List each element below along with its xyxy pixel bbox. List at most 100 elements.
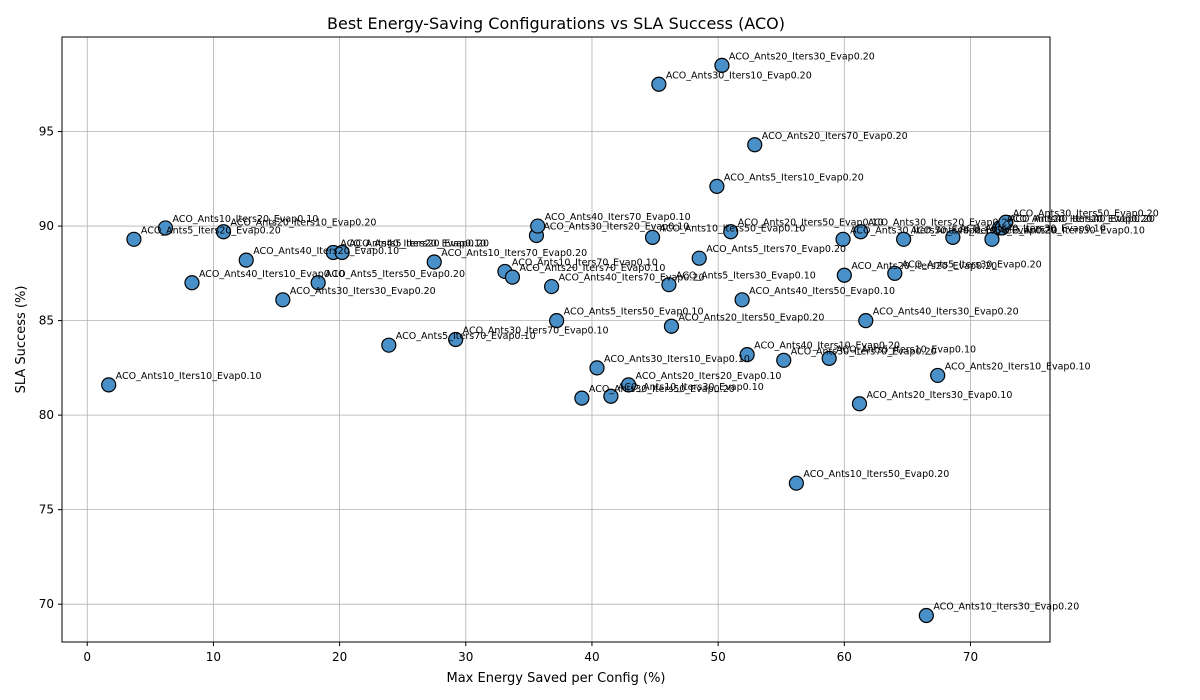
data-point xyxy=(574,390,590,406)
data-point xyxy=(275,292,291,308)
data-point xyxy=(661,277,677,293)
x-tick-label: 70 xyxy=(963,650,978,664)
data-point xyxy=(836,267,852,283)
data-point xyxy=(215,224,232,240)
plot-frame xyxy=(61,36,1051,643)
data-point xyxy=(620,377,637,393)
point-label: ACO_Ants30_Iters50_Evap0.20 xyxy=(589,384,735,395)
data-point xyxy=(448,331,464,348)
data-point xyxy=(835,231,851,247)
point-label: ACO_Ants30_Iters50_Evap0.20 xyxy=(1013,208,1159,219)
point-label: ACO_Ants40_Iters40_Evap0.20 xyxy=(1009,214,1155,225)
point-label: ACO_Ants5_Iters30_Evap0.10 xyxy=(676,271,816,282)
y-tick-label: 75 xyxy=(39,503,54,517)
point-label: ACO_Ants20_Iters70_Evap0.20 xyxy=(762,131,908,142)
data-point xyxy=(714,57,730,73)
data-point xyxy=(334,244,350,261)
data-point xyxy=(381,337,397,353)
data-point xyxy=(734,292,750,308)
point-labels: ACO_Ants10_Iters10_Evap0.10 ACO_Ants5_Ite… xyxy=(116,51,1159,612)
point-label: ACO_Ants20_Iters50_Evap0.10 xyxy=(738,218,884,229)
point-label: ACO_Ants30_Iters70_Evap0.10 xyxy=(463,326,609,337)
x-tick-label: 20 xyxy=(332,650,347,664)
data-point xyxy=(930,367,946,384)
data-point xyxy=(549,312,565,329)
point-label: ACO_Ants5_Iters10_Evap0.20 xyxy=(724,172,864,183)
y-axis-ticks: 70 75 80 85 90 95 xyxy=(39,125,62,611)
data-point xyxy=(310,275,326,291)
point-label: ACO_Ants30_Iters10_Evap0.20 xyxy=(666,70,812,81)
data-point xyxy=(723,224,739,240)
x-tick-label: 10 xyxy=(206,650,221,664)
data-point xyxy=(984,231,1000,247)
point-label: ACO_Ants40_Iters30_Evap0.10 xyxy=(960,223,1106,234)
point-label: ACO_Ants30_Iters50_Evap0.10 xyxy=(850,225,996,236)
point-label: ACO_Ants30_Iters20_Evap0.20 xyxy=(868,218,1014,229)
x-tick-label: 0 xyxy=(83,650,91,664)
point-label: ACO_Ants20_Iters30_Evap0.20 xyxy=(729,51,875,62)
point-label: ACO_Ants40_Iters50_Evap0.20 xyxy=(911,225,1057,236)
data-point xyxy=(238,252,254,268)
data-point xyxy=(851,396,868,412)
data-point xyxy=(853,224,869,240)
chart-title: Best Energy-Saving Configurations vs SLA… xyxy=(327,14,785,33)
x-tick-label: 40 xyxy=(584,650,599,664)
point-label: ACO_Ants5_Iters70_Evap0.20 xyxy=(706,244,846,255)
point-label: ACO_Ants10_Iters30_Evap0.10 xyxy=(618,382,764,393)
point-label: ACO_Ants10_Iters10_Evap0.20 xyxy=(1007,214,1153,225)
data-point xyxy=(945,229,961,246)
y-tick-label: 95 xyxy=(39,125,54,139)
point-label: ACO_Ants5_Iters30_Evap0.20 xyxy=(902,259,1042,270)
point-label: ACO_Ants20_Iters20_Evap0.20 xyxy=(851,261,997,272)
x-tick-label: 60 xyxy=(837,650,852,664)
data-point xyxy=(101,377,117,393)
point-label: ACO_Ants40_Iters20_Evap0.10 xyxy=(340,239,486,250)
data-point xyxy=(821,350,837,367)
point-label: ACO_Ants30_Iters20_Evap0.10 xyxy=(543,222,689,233)
data-point xyxy=(157,220,174,236)
point-label: ACO_Ants40_Iters70_Evap0.10 xyxy=(545,212,691,223)
point-label: ACO_Ants10_Iters10_Evap0.10 xyxy=(116,371,262,382)
data-point xyxy=(788,475,804,491)
point-label: ACO_Ants10_Iters70_Evap0.20 xyxy=(441,248,587,259)
point-label: ACO_Ants20_Iters30_Evap0.10 xyxy=(866,390,1012,401)
data-point xyxy=(776,352,792,368)
point-label: ACO_Ants20_Iters50_Evap0.20 xyxy=(678,312,824,323)
data-point xyxy=(691,250,707,266)
x-axis-ticks: 0 10 20 30 40 50 60 70 xyxy=(83,642,978,664)
data-points xyxy=(101,57,1014,624)
y-tick-label: 80 xyxy=(39,408,54,422)
point-label: ACO_Ants30_Iters30_Evap0.20 xyxy=(290,286,436,297)
data-point xyxy=(651,76,667,92)
y-tick-label: 90 xyxy=(39,219,54,233)
x-tick-label: 30 xyxy=(458,650,473,664)
point-label: ACO_Ants5_Iters10_Evap0.10 xyxy=(836,344,976,355)
y-tick-label: 70 xyxy=(39,597,54,611)
point-label: ACO_Ants5_Iters50_Evap0.20 xyxy=(325,269,465,280)
data-point xyxy=(589,360,605,376)
data-point xyxy=(739,347,755,363)
point-label: ACO_Ants30_Iters70_Evap0.20 xyxy=(791,346,937,357)
x-axis-label: Max Energy Saved per Config (%) xyxy=(446,671,665,686)
point-label: ACO_Ants5_Iters70_Evap0.10 xyxy=(396,331,536,342)
data-point xyxy=(530,218,546,234)
data-point xyxy=(426,254,442,270)
data-point xyxy=(896,231,912,247)
data-point xyxy=(858,312,874,329)
point-label: ACO_Ants10_Iters50_Evap0.10 xyxy=(660,223,806,234)
point-label: ACO_Ants10_Iters20_Evap0.10 xyxy=(172,214,318,225)
point-label: ACO_Ants40_Iters50_Evap0.10 xyxy=(749,286,895,297)
point-label: ACO_Ants40_Iters70_Evap0.20 xyxy=(559,273,705,284)
data-point xyxy=(184,275,200,291)
x-tick-label: 50 xyxy=(711,650,726,664)
data-point xyxy=(918,607,934,624)
data-point xyxy=(504,269,521,285)
grid xyxy=(62,37,1050,642)
data-point xyxy=(663,318,680,334)
data-point xyxy=(887,265,903,281)
point-label: ACO_Ants30_Iters10_Evap0.10 xyxy=(604,354,750,365)
point-label: ACO_Ants10_Iters70_Evap0.10 xyxy=(512,257,658,268)
data-point xyxy=(603,388,619,404)
point-label: ACO_Ants20_Iters10_Evap0.20 xyxy=(231,218,377,229)
